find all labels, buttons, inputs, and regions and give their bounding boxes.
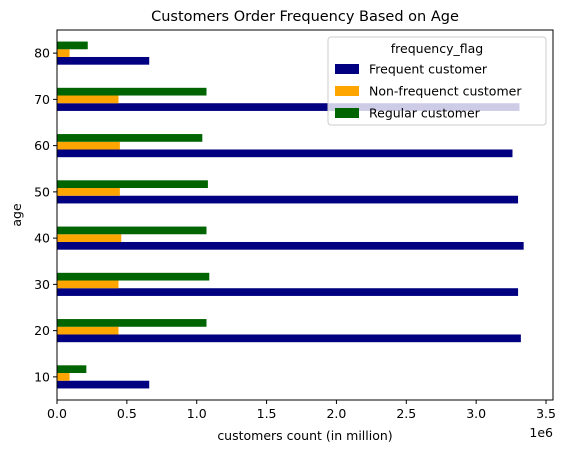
bar-non-frequenct-customer-30 bbox=[57, 280, 119, 289]
x-tick-label: 3.0 bbox=[466, 406, 486, 421]
y-tick-label: 30 bbox=[34, 277, 50, 292]
x-tick-label: 1.5 bbox=[257, 406, 277, 421]
x-tick-label: 2.5 bbox=[396, 406, 416, 421]
bar-non-frequenct-customer-20 bbox=[57, 326, 119, 335]
legend-swatch-regular-customer bbox=[335, 108, 359, 118]
x-tick-label: 2.0 bbox=[326, 406, 346, 421]
bar-frequent-customer-30 bbox=[57, 288, 519, 296]
legend-title: frequency_flag bbox=[391, 41, 483, 56]
chart-title: Customers Order Frequency Based on Age bbox=[151, 9, 459, 25]
bars-group bbox=[57, 41, 524, 389]
bar-frequent-customer-70 bbox=[57, 103, 520, 111]
bar-frequent-customer-20 bbox=[57, 334, 521, 343]
bar-regular-customer-50 bbox=[57, 180, 208, 189]
x-axis: 0.0 0.5 1.0 1.5 2.0 2.5 3.0 3.5 bbox=[47, 400, 556, 421]
bar-regular-customer-80 bbox=[57, 41, 88, 50]
bar-non-frequenct-customer-60 bbox=[57, 141, 120, 150]
legend-swatch-frequent-customer bbox=[335, 64, 359, 74]
bar-frequent-customer-80 bbox=[57, 56, 150, 65]
bar-non-frequenct-customer-10 bbox=[57, 373, 70, 381]
bar-frequent-customer-60 bbox=[57, 149, 513, 158]
bar-regular-customer-20 bbox=[57, 319, 207, 327]
bar-regular-customer-30 bbox=[57, 272, 210, 281]
bar-non-frequenct-customer-50 bbox=[57, 188, 120, 196]
bar-non-frequenct-customer-70 bbox=[57, 95, 119, 104]
bar-frequent-customer-50 bbox=[57, 195, 519, 204]
x-axis-label: customers count (in million) bbox=[217, 428, 392, 443]
y-tick-label: 20 bbox=[34, 323, 50, 338]
y-tick-label: 50 bbox=[34, 184, 50, 199]
legend-label-non-frequenct-customer: Non-frequenct customer bbox=[369, 84, 522, 99]
bar-non-frequenct-customer-40 bbox=[57, 234, 122, 242]
y-tick-label: 40 bbox=[34, 231, 50, 246]
y-tick-label: 80 bbox=[34, 46, 50, 61]
x-tick-label: 1.0 bbox=[187, 406, 207, 421]
y-tick-label: 70 bbox=[34, 92, 50, 107]
y-axis: 10 20 30 40 50 60 70 80 bbox=[34, 46, 57, 384]
x-tick-label: 3.5 bbox=[536, 406, 556, 421]
bar-non-frequenct-customer-80 bbox=[57, 49, 70, 57]
bar-frequent-customer-40 bbox=[57, 241, 524, 250]
legend: frequency_flag Frequent customer Non-freq… bbox=[327, 36, 547, 126]
y-tick-label: 10 bbox=[34, 369, 50, 384]
legend-label-regular-customer: Regular customer bbox=[369, 106, 481, 121]
x-tick-label: 0.0 bbox=[47, 406, 67, 421]
y-tick-label: 60 bbox=[34, 138, 50, 153]
bar-frequent-customer-10 bbox=[57, 380, 150, 389]
y-axis-label: age bbox=[9, 203, 24, 227]
legend-swatch-non-frequenct-customer bbox=[335, 86, 359, 96]
x-tick-label: 0.5 bbox=[117, 406, 137, 421]
plot-frame bbox=[56, 29, 554, 401]
x-axis-offset-label: 1e6 bbox=[529, 425, 553, 440]
bar-regular-customer-40 bbox=[57, 226, 207, 235]
bar-regular-customer-70 bbox=[57, 87, 207, 96]
bar-regular-customer-10 bbox=[57, 365, 87, 374]
legend-label-frequent-customer: Frequent customer bbox=[369, 62, 488, 77]
legend-frame bbox=[327, 36, 547, 126]
bar-regular-customer-60 bbox=[57, 134, 203, 142]
